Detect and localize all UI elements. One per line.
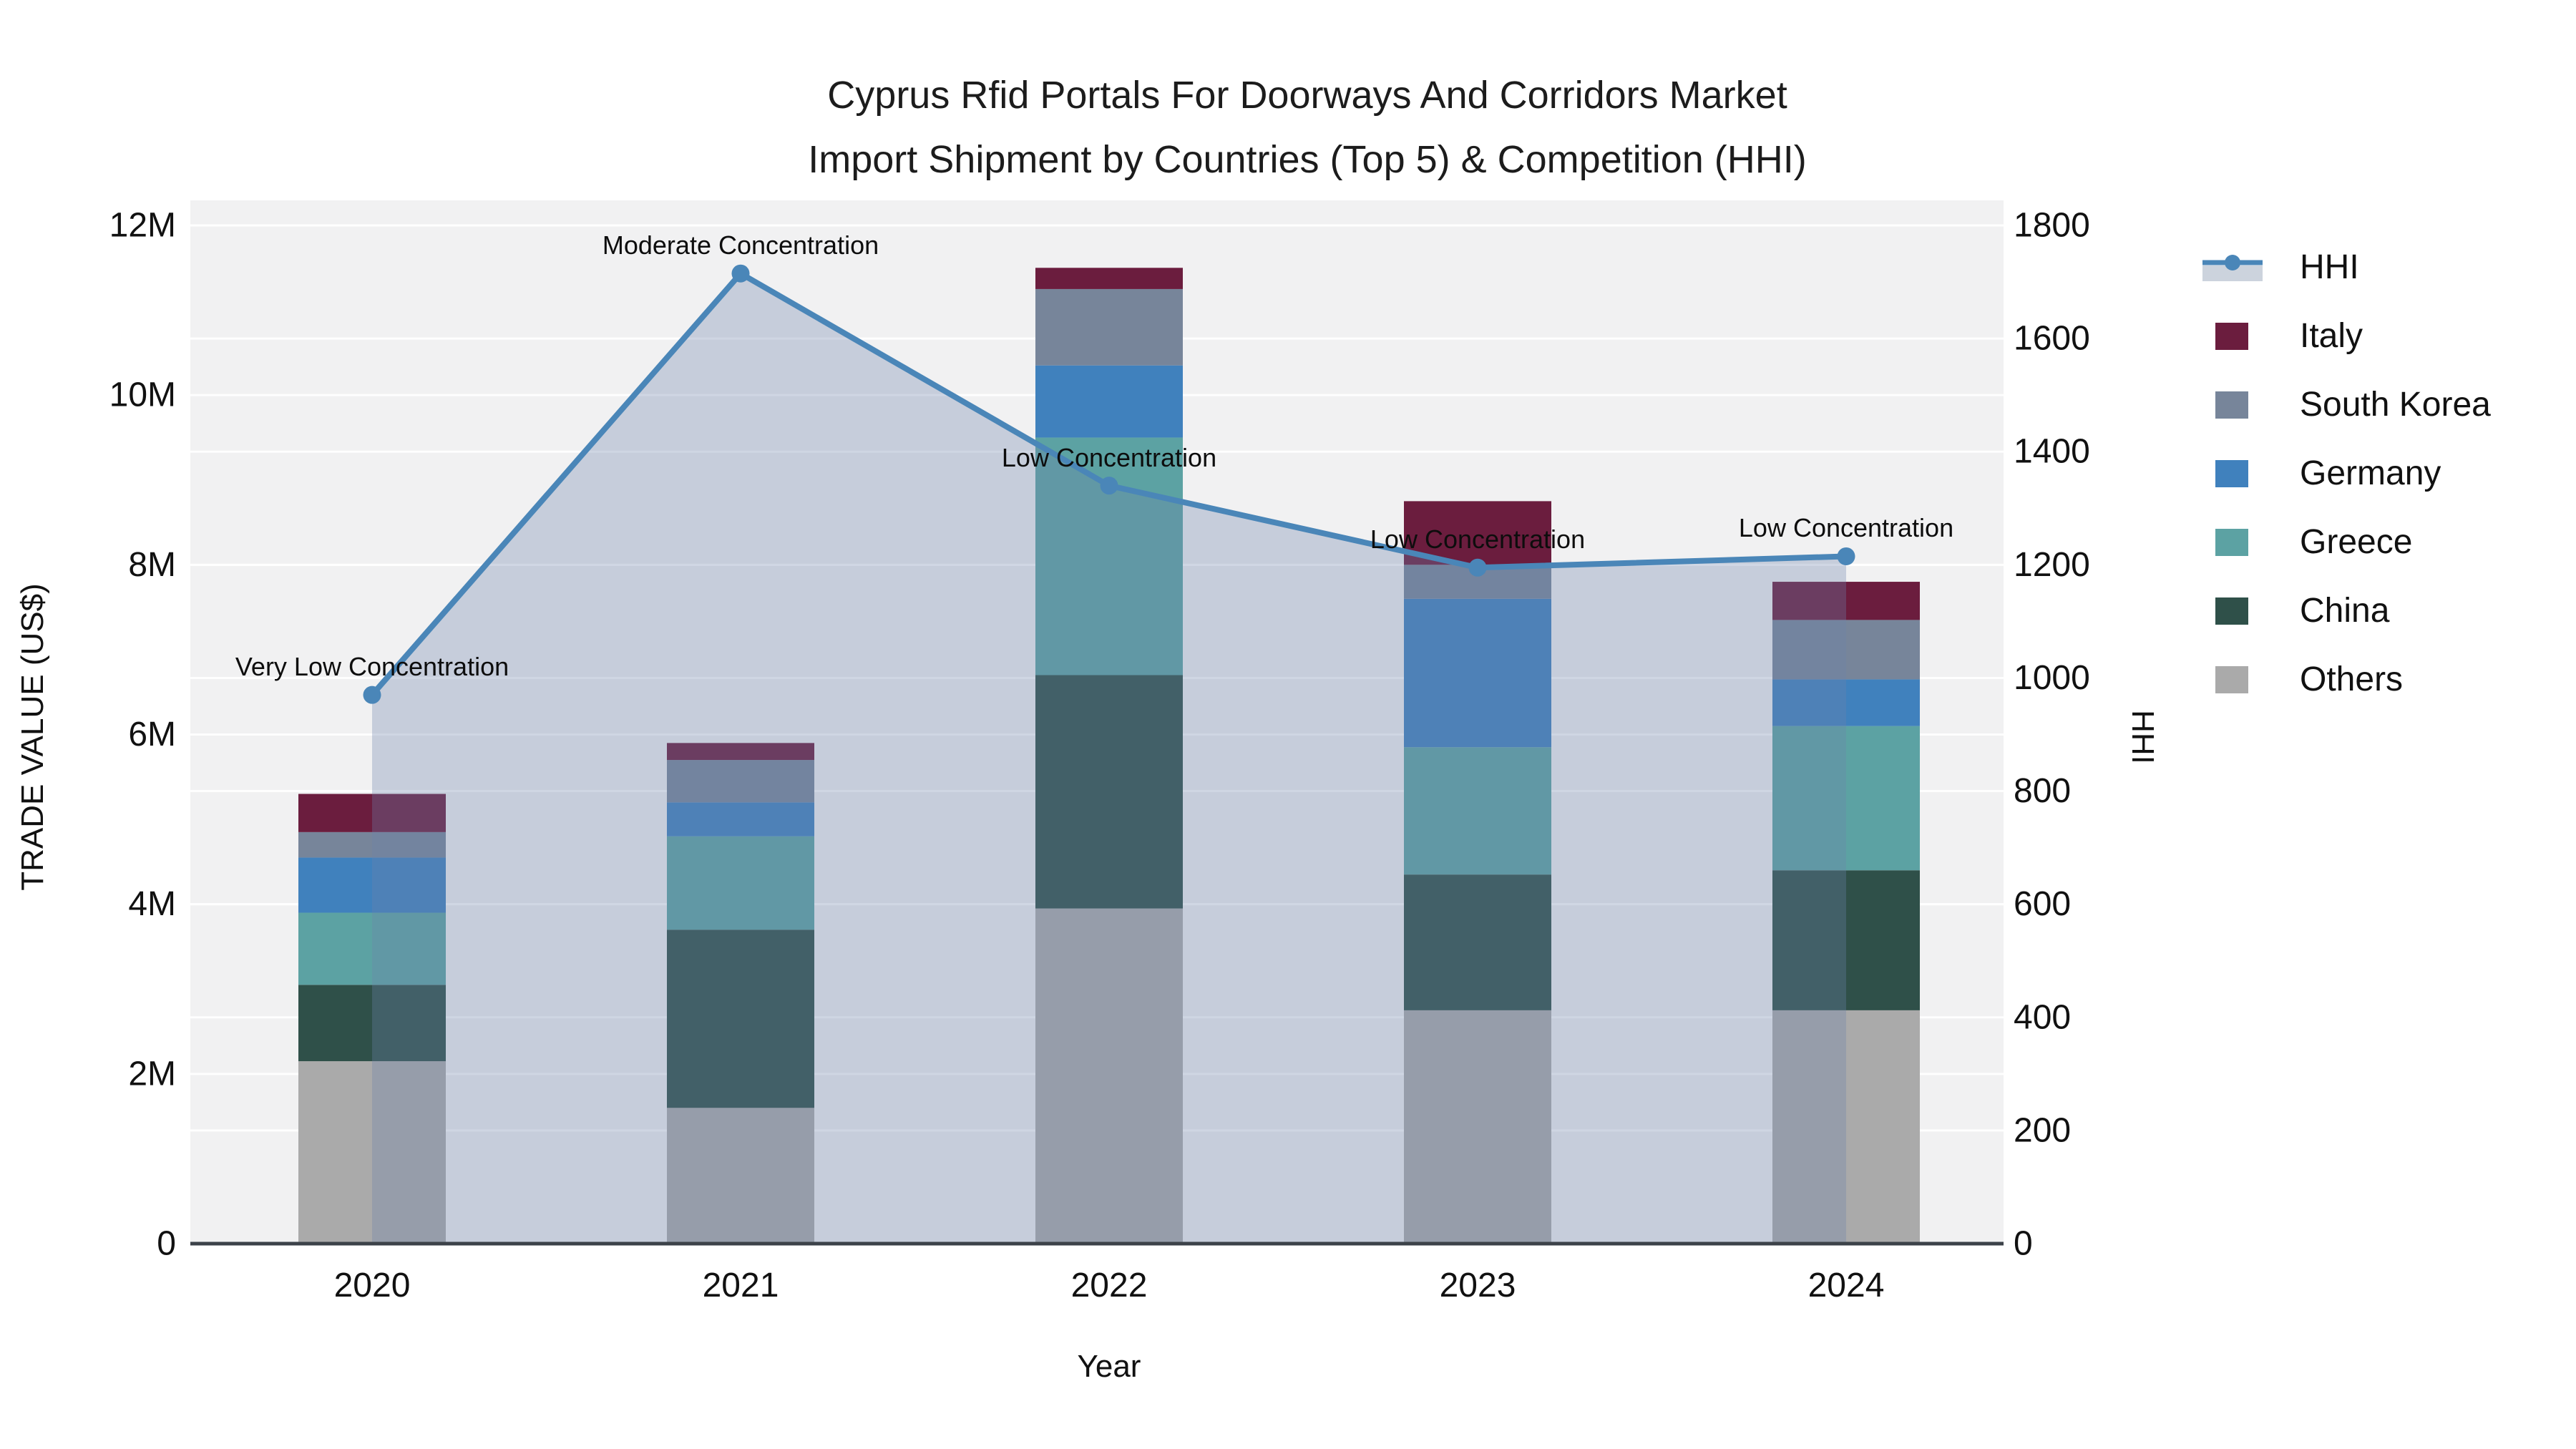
legend-swatch-icon bbox=[2202, 658, 2263, 701]
legend-swatch-icon bbox=[2202, 520, 2263, 563]
bar-segment-2020-italy[interactable] bbox=[298, 794, 446, 832]
bar-segment-2020-greece[interactable] bbox=[298, 912, 446, 985]
hhi-marker-2022[interactable] bbox=[1100, 477, 1118, 495]
y-right-tick-400: 400 bbox=[2014, 998, 2071, 1036]
x-axis-title: Year bbox=[1077, 1349, 1141, 1384]
bar-segment-2023-others[interactable] bbox=[1404, 1010, 1551, 1244]
legend-label: China bbox=[2300, 591, 2390, 630]
legend-label: Others bbox=[2300, 660, 2404, 698]
bar-segment-2022-italy[interactable] bbox=[1035, 268, 1183, 289]
x-tick-2022: 2022 bbox=[1071, 1267, 1148, 1304]
annotation-2024: Low Concentration bbox=[1738, 513, 1954, 543]
legend-item-hhi[interactable]: HHI bbox=[2202, 233, 2491, 301]
y-left-tick-12M: 12M bbox=[109, 207, 176, 245]
y-right-tick-1200: 1200 bbox=[2014, 546, 2090, 584]
legend-item-south-korea[interactable]: South Korea bbox=[2202, 370, 2491, 439]
bar-segment-2024-italy[interactable] bbox=[1772, 582, 1920, 620]
legend-item-others[interactable]: Others bbox=[2202, 645, 2491, 713]
bar-segment-2021-south-korea[interactable] bbox=[667, 760, 814, 803]
legend-item-italy[interactable]: Italy bbox=[2202, 301, 2491, 370]
hhi-area-fill bbox=[372, 273, 1846, 1244]
annotation-2023: Low Concentration bbox=[1370, 525, 1586, 555]
y-left-tick-10M: 10M bbox=[109, 376, 176, 414]
legend-item-germany[interactable]: Germany bbox=[2202, 439, 2491, 507]
y-left-tick-4M: 4M bbox=[128, 885, 176, 923]
bar-segment-2021-germany[interactable] bbox=[667, 802, 814, 836]
bar-segment-2024-germany[interactable] bbox=[1772, 679, 1920, 726]
legend-item-china[interactable]: China bbox=[2202, 576, 2491, 645]
legend-swatch-icon bbox=[2202, 452, 2263, 494]
bar-segment-2023-greece[interactable] bbox=[1404, 747, 1551, 875]
bar-segment-2021-china[interactable] bbox=[667, 930, 814, 1108]
legend-label: HHI bbox=[2300, 248, 2359, 286]
bar-segment-2024-south-korea[interactable] bbox=[1772, 620, 1920, 680]
y-right-tick-1400: 1400 bbox=[2014, 433, 2090, 471]
y-left-tick-0: 0 bbox=[157, 1225, 176, 1263]
bar-segment-2022-germany[interactable] bbox=[1035, 365, 1183, 438]
x-tick-2020: 2020 bbox=[334, 1267, 411, 1304]
legend-label: Italy bbox=[2300, 316, 2363, 355]
bar-segment-2021-others[interactable] bbox=[667, 1108, 814, 1244]
y-right-tick-0: 0 bbox=[2014, 1225, 2033, 1263]
y-left-tick-6M: 6M bbox=[128, 716, 176, 753]
annotation-2020: Very Low Concentration bbox=[235, 652, 509, 682]
y-axis-title-right: HHI bbox=[2125, 710, 2160, 764]
bar-segment-2023-china[interactable] bbox=[1404, 874, 1551, 1010]
legend-label: Greece bbox=[2300, 522, 2413, 561]
y-right-tick-1800: 1800 bbox=[2014, 207, 2090, 245]
legend-swatch-icon bbox=[2202, 314, 2263, 357]
bar-segment-2020-others[interactable] bbox=[298, 1061, 446, 1244]
legend-swatch-icon bbox=[2202, 589, 2263, 632]
hhi-marker-2023[interactable] bbox=[1468, 558, 1487, 577]
y-right-tick-1600: 1600 bbox=[2014, 320, 2090, 358]
legend-label: Germany bbox=[2300, 454, 2441, 492]
legend-swatch-icon bbox=[2202, 383, 2263, 426]
chart-title: Cyprus Rfid Portals For Doorways And Cor… bbox=[808, 63, 1807, 192]
y-left-tick-8M: 8M bbox=[128, 546, 176, 584]
hhi-marker-2024[interactable] bbox=[1837, 547, 1855, 565]
x-tick-2023: 2023 bbox=[1440, 1267, 1516, 1304]
bar-segment-2022-south-korea[interactable] bbox=[1035, 288, 1183, 366]
chart-title-line2: Import Shipment by Countries (Top 5) & C… bbox=[808, 138, 1807, 181]
legend: HHI Italy South Korea Germany Greece China Oth… bbox=[2202, 233, 2491, 713]
bar-segment-2022-others[interactable] bbox=[1035, 908, 1183, 1244]
annotation-2022: Low Concentration bbox=[1001, 442, 1217, 472]
y-left-tick-2M: 2M bbox=[128, 1055, 176, 1093]
hhi-marker-2021[interactable] bbox=[731, 264, 750, 283]
y-right-tick-200: 200 bbox=[2014, 1111, 2071, 1149]
bar-segment-2020-south-korea[interactable] bbox=[298, 831, 446, 858]
legend-item-greece[interactable]: Greece bbox=[2202, 507, 2491, 576]
bar-segment-2024-greece[interactable] bbox=[1772, 726, 1920, 871]
hhi-marker-2020[interactable] bbox=[363, 686, 381, 704]
bar-segment-2023-germany[interactable] bbox=[1404, 598, 1551, 748]
y-axis-title-left: TRADE VALUE (US$) bbox=[15, 583, 50, 891]
y-right-tick-800: 800 bbox=[2014, 772, 2071, 810]
legend-label: South Korea bbox=[2300, 385, 2491, 424]
bar-segment-2024-china[interactable] bbox=[1772, 870, 1920, 1010]
x-tick-2024: 2024 bbox=[1808, 1267, 1885, 1304]
annotation-2021: Moderate Concentration bbox=[602, 230, 879, 260]
hhi-line-legend-icon bbox=[2202, 245, 2263, 288]
bar-segment-2022-china[interactable] bbox=[1035, 675, 1183, 909]
x-tick-2021: 2021 bbox=[703, 1267, 779, 1304]
bar-segment-2021-italy[interactable] bbox=[667, 743, 814, 761]
bar-segment-2024-others[interactable] bbox=[1772, 1010, 1920, 1244]
y-right-tick-600: 600 bbox=[2014, 885, 2071, 923]
bar-segment-2020-germany[interactable] bbox=[298, 857, 446, 913]
chart-title-line1: Cyprus Rfid Portals For Doorways And Cor… bbox=[827, 74, 1787, 117]
bar-segment-2020-china[interactable] bbox=[298, 985, 446, 1062]
bar-segment-2021-greece[interactable] bbox=[667, 836, 814, 930]
y-right-tick-1000: 1000 bbox=[2014, 659, 2090, 697]
